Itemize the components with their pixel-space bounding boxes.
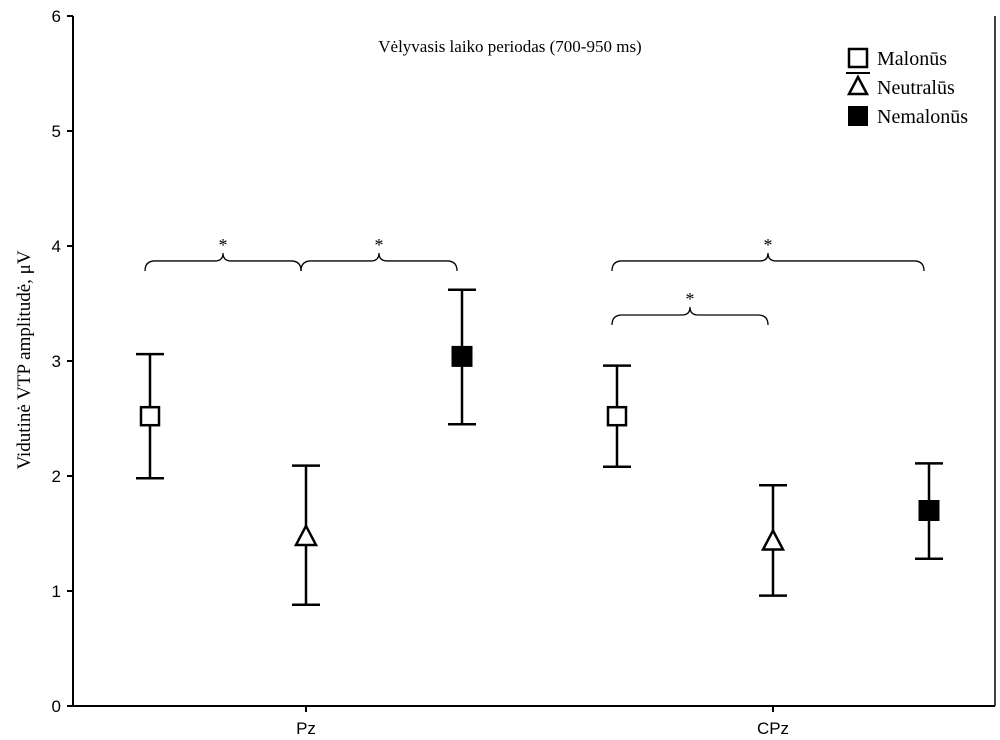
marker-nemalonus bbox=[451, 345, 473, 367]
y-tick-label: 4 bbox=[52, 237, 61, 256]
x-ticks: Pz CPz bbox=[296, 706, 789, 738]
significance-bracket bbox=[611, 306, 769, 326]
y-ticks: 0 1 2 3 4 5 6 bbox=[52, 7, 73, 716]
data-marks bbox=[136, 288, 943, 607]
significance-bracket bbox=[611, 252, 925, 271]
significance-star: * bbox=[219, 235, 228, 255]
y-tick-label: 1 bbox=[52, 582, 61, 601]
chart-title: Vėlyvasis laiko periodas (700-950 ms) bbox=[378, 37, 641, 56]
legend-label: Malonūs bbox=[877, 48, 947, 70]
x-tick-label: CPz bbox=[757, 719, 789, 738]
y-tick-label: 3 bbox=[52, 352, 61, 371]
marker-nemalonus bbox=[918, 500, 940, 521]
significance-star: * bbox=[686, 289, 695, 309]
significance-brackets: * * * * bbox=[144, 235, 925, 326]
marker-malonus bbox=[139, 405, 161, 427]
legend-marker-neutralus bbox=[846, 74, 870, 96]
legend-label: Neutralūs bbox=[877, 77, 955, 99]
marker-neutralus bbox=[760, 527, 786, 551]
significance-star: * bbox=[764, 235, 773, 255]
legend: Malonūs Neutralūs Nemalonūs bbox=[846, 47, 968, 128]
significance-star: * bbox=[375, 235, 384, 255]
x-tick-label: Pz bbox=[296, 719, 316, 738]
y-tick-label: 6 bbox=[52, 7, 61, 26]
y-tick-label: 0 bbox=[52, 697, 61, 716]
legend-marker-malonus bbox=[847, 47, 869, 69]
y-tick-label: 2 bbox=[52, 467, 61, 486]
y-tick-label: 5 bbox=[52, 122, 61, 141]
marker-malonus bbox=[606, 405, 628, 427]
legend-marker-nemalonus bbox=[848, 106, 868, 126]
significance-bracket bbox=[300, 252, 458, 271]
significance-bracket bbox=[144, 252, 302, 271]
marker-neutralus bbox=[293, 523, 319, 547]
y-axis-label: Vidutinė VTP amplitudė, μV bbox=[14, 250, 35, 469]
legend-label: Nemalonūs bbox=[877, 106, 968, 128]
